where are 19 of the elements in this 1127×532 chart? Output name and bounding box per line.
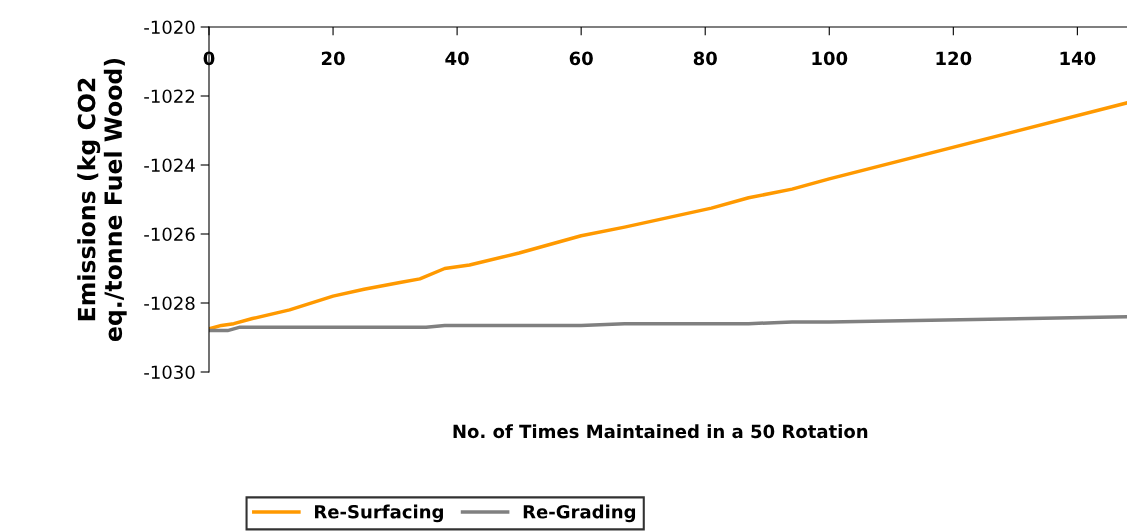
y-tick-label: -1022 <box>144 89 194 104</box>
x-tick-label: 20 <box>321 51 345 66</box>
x-tick-label: 100 <box>812 51 848 66</box>
x-tick-label: 60 <box>569 51 593 66</box>
x-tick-label: 80 <box>693 51 717 66</box>
y-axis-title: Emissions (kg CO2 eq./tonne Fuel Wood) <box>77 58 127 342</box>
line-series <box>209 101 1127 331</box>
x-tick-label: 40 <box>445 51 469 66</box>
x-axis-title: No. of Times Maintained in a 50 Rotation <box>453 424 868 439</box>
x-tick-label: 120 <box>936 51 972 66</box>
legend-label: Re-Surfacing <box>315 504 443 523</box>
y-tick-label: -1026 <box>144 227 195 242</box>
legend-label: Re-Grading <box>523 504 636 523</box>
y-tick-label: -1024 <box>144 158 195 173</box>
y-tick-label: -1020 <box>144 20 195 35</box>
x-tick-label: 140 <box>1060 51 1096 66</box>
y-tick-label: -1028 <box>144 296 195 311</box>
line-series <box>209 315 1127 333</box>
y-tick-label: -1030 <box>144 365 195 380</box>
